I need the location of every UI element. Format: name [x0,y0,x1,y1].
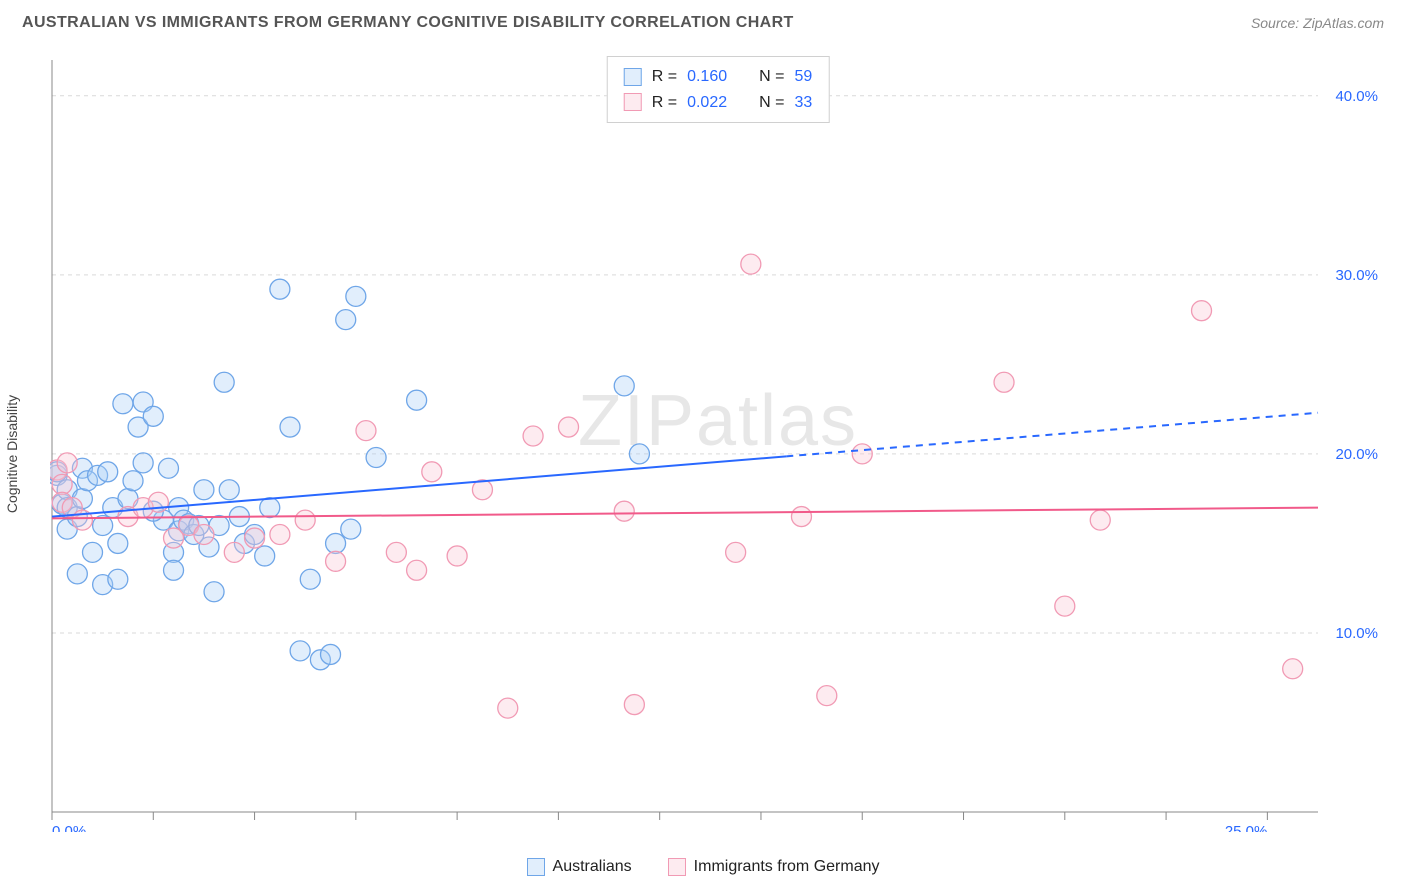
footer-legend: Australians Immigrants from Germany [0,858,1406,876]
legend-swatch [668,858,686,876]
source-label: Source: ZipAtlas.com [1251,15,1384,31]
r-label: R = [652,90,677,116]
header: AUSTRALIAN VS IMMIGRANTS FROM GERMANY CO… [0,0,1406,40]
svg-text:10.0%: 10.0% [1335,625,1378,642]
svg-text:20.0%: 20.0% [1335,446,1378,463]
chart-area: ZIPatlas 10.0%20.0%30.0%40.0%0.0%25.0% R… [50,56,1386,832]
r-label: R = [652,64,677,90]
n-value: 33 [794,90,812,116]
series-swatch [624,68,642,86]
stats-row: R = 0.022 N = 33 [624,90,813,116]
scatter-plot: 10.0% 20.0% 30.0% 40.0% 0.0% 25.0% [50,56,1386,832]
legend-label: Australians [553,858,632,876]
n-label: N = [759,90,784,116]
chart-title: AUSTRALIAN VS IMMIGRANTS FROM GERMANY CO… [22,14,794,32]
r-value: 0.160 [687,64,727,90]
r-value: 0.022 [687,90,727,116]
stats-row: R = 0.160 N = 59 [624,64,813,90]
svg-text:40.0%: 40.0% [1335,88,1378,105]
n-label: N = [759,64,784,90]
legend-label: Immigrants from Germany [694,858,880,876]
y-axis-label: Cognitive Disability [4,395,20,513]
svg-text:30.0%: 30.0% [1335,267,1378,284]
svg-text:0.0%: 0.0% [52,823,86,832]
legend-item: Immigrants from Germany [668,858,880,876]
legend-item: Australians [527,858,632,876]
n-value: 59 [794,64,812,90]
legend-swatch [527,858,545,876]
svg-text:25.0%: 25.0% [1225,823,1268,832]
stats-legend-box: R = 0.160 N = 59 R = 0.022 N = 33 [607,56,830,123]
series-swatch [624,93,642,111]
